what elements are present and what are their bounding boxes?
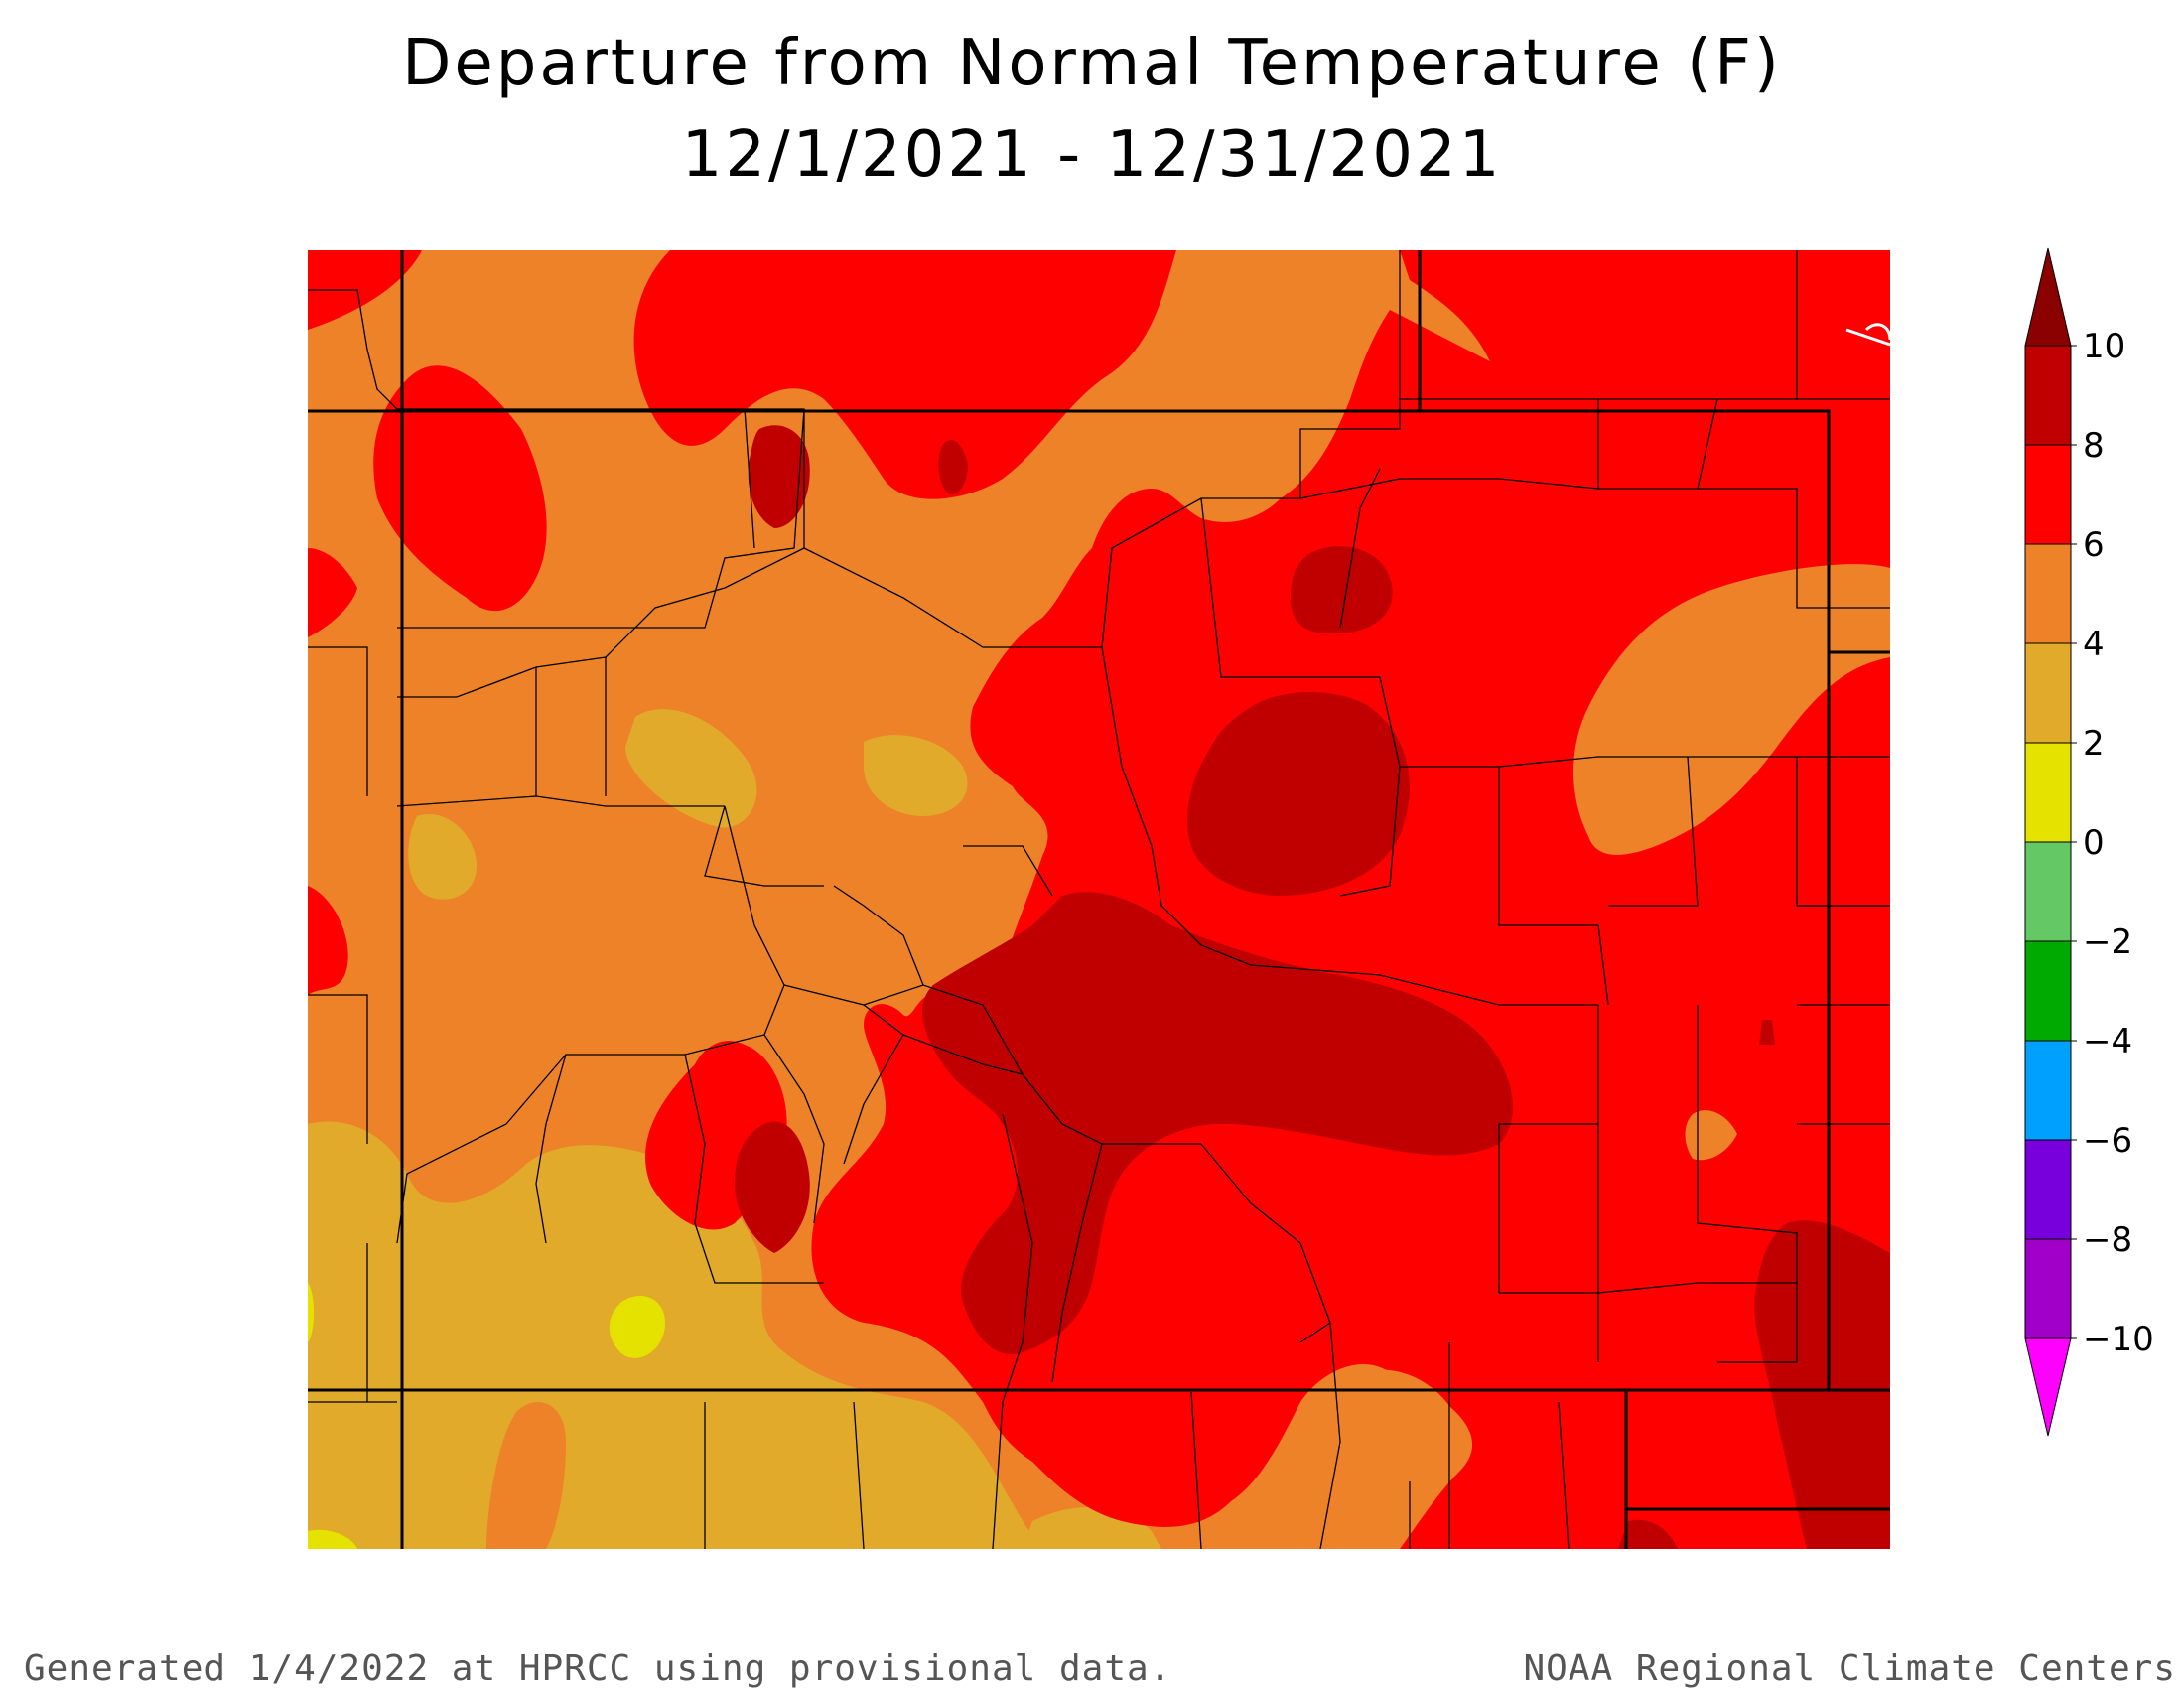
zone-4to6-in-south [486,1402,566,1549]
legend-swatch [2024,841,2072,942]
title-line-2: 12/1/2021 - 12/31/2021 [681,118,1503,192]
zone-8to10-bottom-islet [1618,1519,1678,1549]
zone-2to4-blob-1 [625,709,757,828]
legend-swatch [2024,444,2072,545]
color-legend: 10 8 6 4 2 0 −2 −4 −6 −8 −10 [2024,247,2154,1437]
legend-swatch [2024,940,2072,1042]
zone-2to4-blob-2 [408,814,477,900]
zone-6to8-north [633,250,1176,499]
legend-tick-label: −2 [2083,922,2132,962]
legend-tick-label: 4 [2083,625,2105,664]
zone-lt2-blob-1 [609,1295,665,1358]
zone-2to4-southwest [308,1121,1042,1549]
zone-lt2-blob-2 [308,1529,357,1549]
legend-swatch [2024,1238,2072,1339]
legend-tick-label: 0 [2083,823,2105,863]
zone-lt2-blob-3 [308,1283,314,1342]
state-lines [308,250,1890,1549]
legend-swatch [2024,742,2072,843]
footer-generated-note: Generated 1/4/2022 at HPRCC using provis… [24,1648,1172,1689]
zone-8to10-north-1 [748,425,810,528]
county-lines [308,250,1890,1549]
legend-tick-label: −10 [2083,1320,2154,1359]
legend-swatch [2024,642,2072,744]
title-line-1: Departure from Normal Temperature (F) [402,27,1782,100]
zone-8to10-northeast [1291,546,1393,634]
zone-6to8-west [373,365,547,612]
temperature-departure-map [308,250,1890,1549]
legend-under-arrow [2024,1337,2072,1437]
legend-tick-label: −4 [2083,1022,2132,1061]
zone-8to10-se-corner [1754,1220,1890,1549]
legend-tick-label: 2 [2083,724,2105,764]
legend-tick-label: 10 [2083,327,2125,366]
zone-8to10-southeast-plains [922,892,1513,1354]
zone-6to8-west-edge [308,548,357,995]
legend-swatch [2024,345,2072,446]
legend-tick-label: −8 [2083,1220,2132,1260]
legend-swatch [2024,1139,2072,1240]
footer-credit: NOAA Regional Climate Centers [1523,1648,2176,1689]
zone-8to10-south-central [735,1121,810,1253]
zone-8to10-north-2 [938,440,968,494]
legend-over-arrow [2024,247,2072,347]
zone-8to10-east-islet [1759,1020,1775,1045]
contour-layer [308,250,1890,1549]
zone-6to8-nw-corner [308,250,422,330]
legend-tick-label: −6 [2083,1121,2132,1161]
legend-tick-label: 6 [2083,525,2105,565]
zone-2to4-blob-3 [864,735,968,816]
zone-4to6-south-center [1294,1369,1461,1549]
zone-8to10-central [1187,692,1410,896]
zone-4to6-east-lobe [1573,564,1890,855]
legend-swatch [2024,1040,2072,1141]
legend-swatch [2024,543,2072,644]
legend-tick-label: 8 [2083,426,2105,466]
